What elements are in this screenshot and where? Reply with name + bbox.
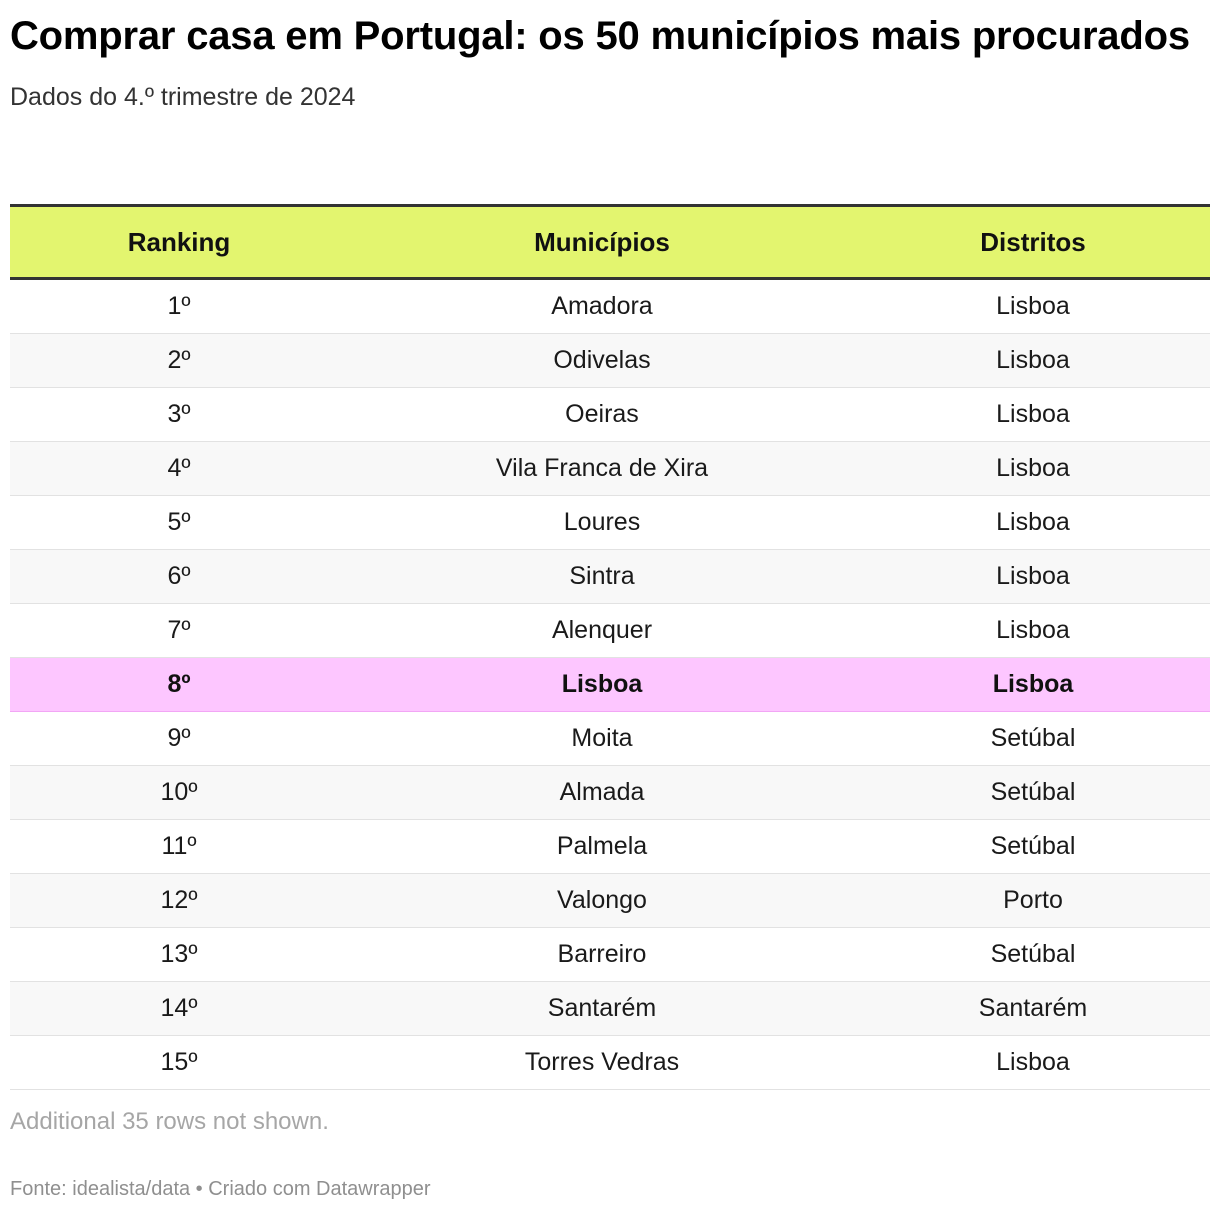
cell-municipio: Valongo [348, 873, 856, 928]
table-notes: Additional 35 rows not shown. [10, 1108, 329, 1135]
cell-ranking: 12º [10, 873, 348, 928]
cell-municipio: Odivelas [348, 333, 856, 388]
cell-ranking: 10º [10, 765, 348, 820]
cell-distrito: Lisboa [856, 495, 1210, 550]
cell-distrito: Setúbal [856, 711, 1210, 766]
cell-municipio: Almada [348, 765, 856, 820]
cell-ranking: 7º [10, 603, 348, 658]
table-body: 1º Amadora Lisboa 2º Odivelas Lisboa 3º Oeiras L… [10, 278, 1210, 1090]
cell-distrito: Porto [856, 873, 1210, 928]
cell-distrito: Setúbal [856, 927, 1210, 982]
cell-municipio: Moita [348, 711, 856, 766]
cell-distrito: Lisboa [856, 333, 1210, 388]
cell-ranking: 13º [10, 927, 348, 982]
cell-ranking: 6º [10, 549, 348, 604]
column-header-ranking[interactable]: Ranking [10, 204, 348, 280]
cell-ranking: 4º [10, 441, 348, 496]
cell-municipio: Palmela [348, 819, 856, 874]
cell-municipio: Loures [348, 495, 856, 550]
cell-distrito: Setúbal [856, 819, 1210, 874]
cell-distrito: Lisboa [856, 603, 1210, 658]
cell-municipio: Torres Vedras [348, 1035, 856, 1090]
table-row: 4º Vila Franca de Xira Lisboa [10, 441, 1210, 496]
cell-ranking: 14º [10, 981, 348, 1036]
cell-ranking: 9º [10, 711, 348, 766]
table-row: 2º Odivelas Lisboa [10, 333, 1210, 388]
table-row: 5º Loures Lisboa [10, 495, 1210, 550]
cell-distrito: Lisboa [856, 549, 1210, 604]
cell-municipio: Alenquer [348, 603, 856, 658]
cell-distrito: Santarém [856, 981, 1210, 1036]
table-row: 3º Oeiras Lisboa [10, 387, 1210, 442]
table-row: 6º Sintra Lisboa [10, 549, 1210, 604]
column-header-distritos[interactable]: Distritos [856, 204, 1210, 280]
table-row: 1º Amadora Lisboa [10, 278, 1210, 334]
chart-footer: Fonte: idealista/data • Criado com Dataw… [10, 1178, 431, 1200]
cell-municipio: Oeiras [348, 387, 856, 442]
cell-distrito: Setúbal [856, 765, 1210, 820]
table-row: 7º Alenquer Lisboa [10, 603, 1210, 658]
table-row: 13º Barreiro Setúbal [10, 927, 1210, 982]
cell-distrito: Lisboa [856, 387, 1210, 442]
cell-ranking: 15º [10, 1035, 348, 1090]
table-row: 9º Moita Setúbal [10, 711, 1210, 766]
table-row: 11º Palmela Setúbal [10, 819, 1210, 874]
data-table: Ranking Municípios Distritos 1º Amadora Li… [10, 204, 1210, 1090]
table-header-row: Ranking Municípios Distritos [10, 204, 1210, 280]
cell-municipio: Sintra [348, 549, 856, 604]
table-row: 10º Almada Setúbal [10, 765, 1210, 820]
table-row: 14º Santarém Santarém [10, 981, 1210, 1036]
chart-subtitle: Dados do 4.º trimestre de 2024 [10, 83, 356, 111]
cell-municipio: Lisboa [348, 657, 856, 712]
cell-distrito: Lisboa [856, 278, 1210, 334]
table-row: 12º Valongo Porto [10, 873, 1210, 928]
cell-municipio: Vila Franca de Xira [348, 441, 856, 496]
table-header: Ranking Municípios Distritos [10, 204, 1210, 280]
table-row: 15º Torres Vedras Lisboa [10, 1035, 1210, 1090]
column-header-municipios[interactable]: Municípios [348, 204, 856, 280]
cell-municipio: Amadora [348, 278, 856, 334]
cell-municipio: Barreiro [348, 927, 856, 982]
cell-ranking: 2º [10, 333, 348, 388]
cell-ranking: 5º [10, 495, 348, 550]
cell-ranking: 3º [10, 387, 348, 442]
cell-distrito: Lisboa [856, 441, 1210, 496]
cell-ranking: 11º [10, 819, 348, 874]
chart-title: Comprar casa em Portugal: os 50 municípi… [10, 14, 1190, 58]
cell-distrito: Lisboa [856, 1035, 1210, 1090]
cell-ranking: 8º [10, 657, 348, 712]
cell-distrito: Lisboa [856, 657, 1210, 712]
cell-ranking: 1º [10, 278, 348, 334]
chart-container: Comprar casa em Portugal: os 50 municípi… [10, 0, 1210, 1200]
cell-municipio: Santarém [348, 981, 856, 1036]
table-row-highlighted: 8º Lisboa Lisboa [10, 657, 1210, 712]
